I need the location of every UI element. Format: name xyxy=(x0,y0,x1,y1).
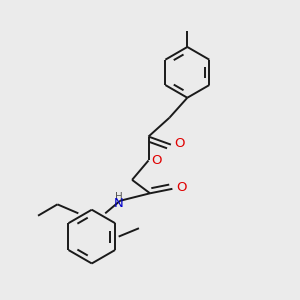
Text: O: O xyxy=(152,154,162,167)
Text: N: N xyxy=(114,197,124,210)
Text: H: H xyxy=(115,192,122,202)
Text: O: O xyxy=(176,182,187,194)
Text: O: O xyxy=(175,137,185,150)
